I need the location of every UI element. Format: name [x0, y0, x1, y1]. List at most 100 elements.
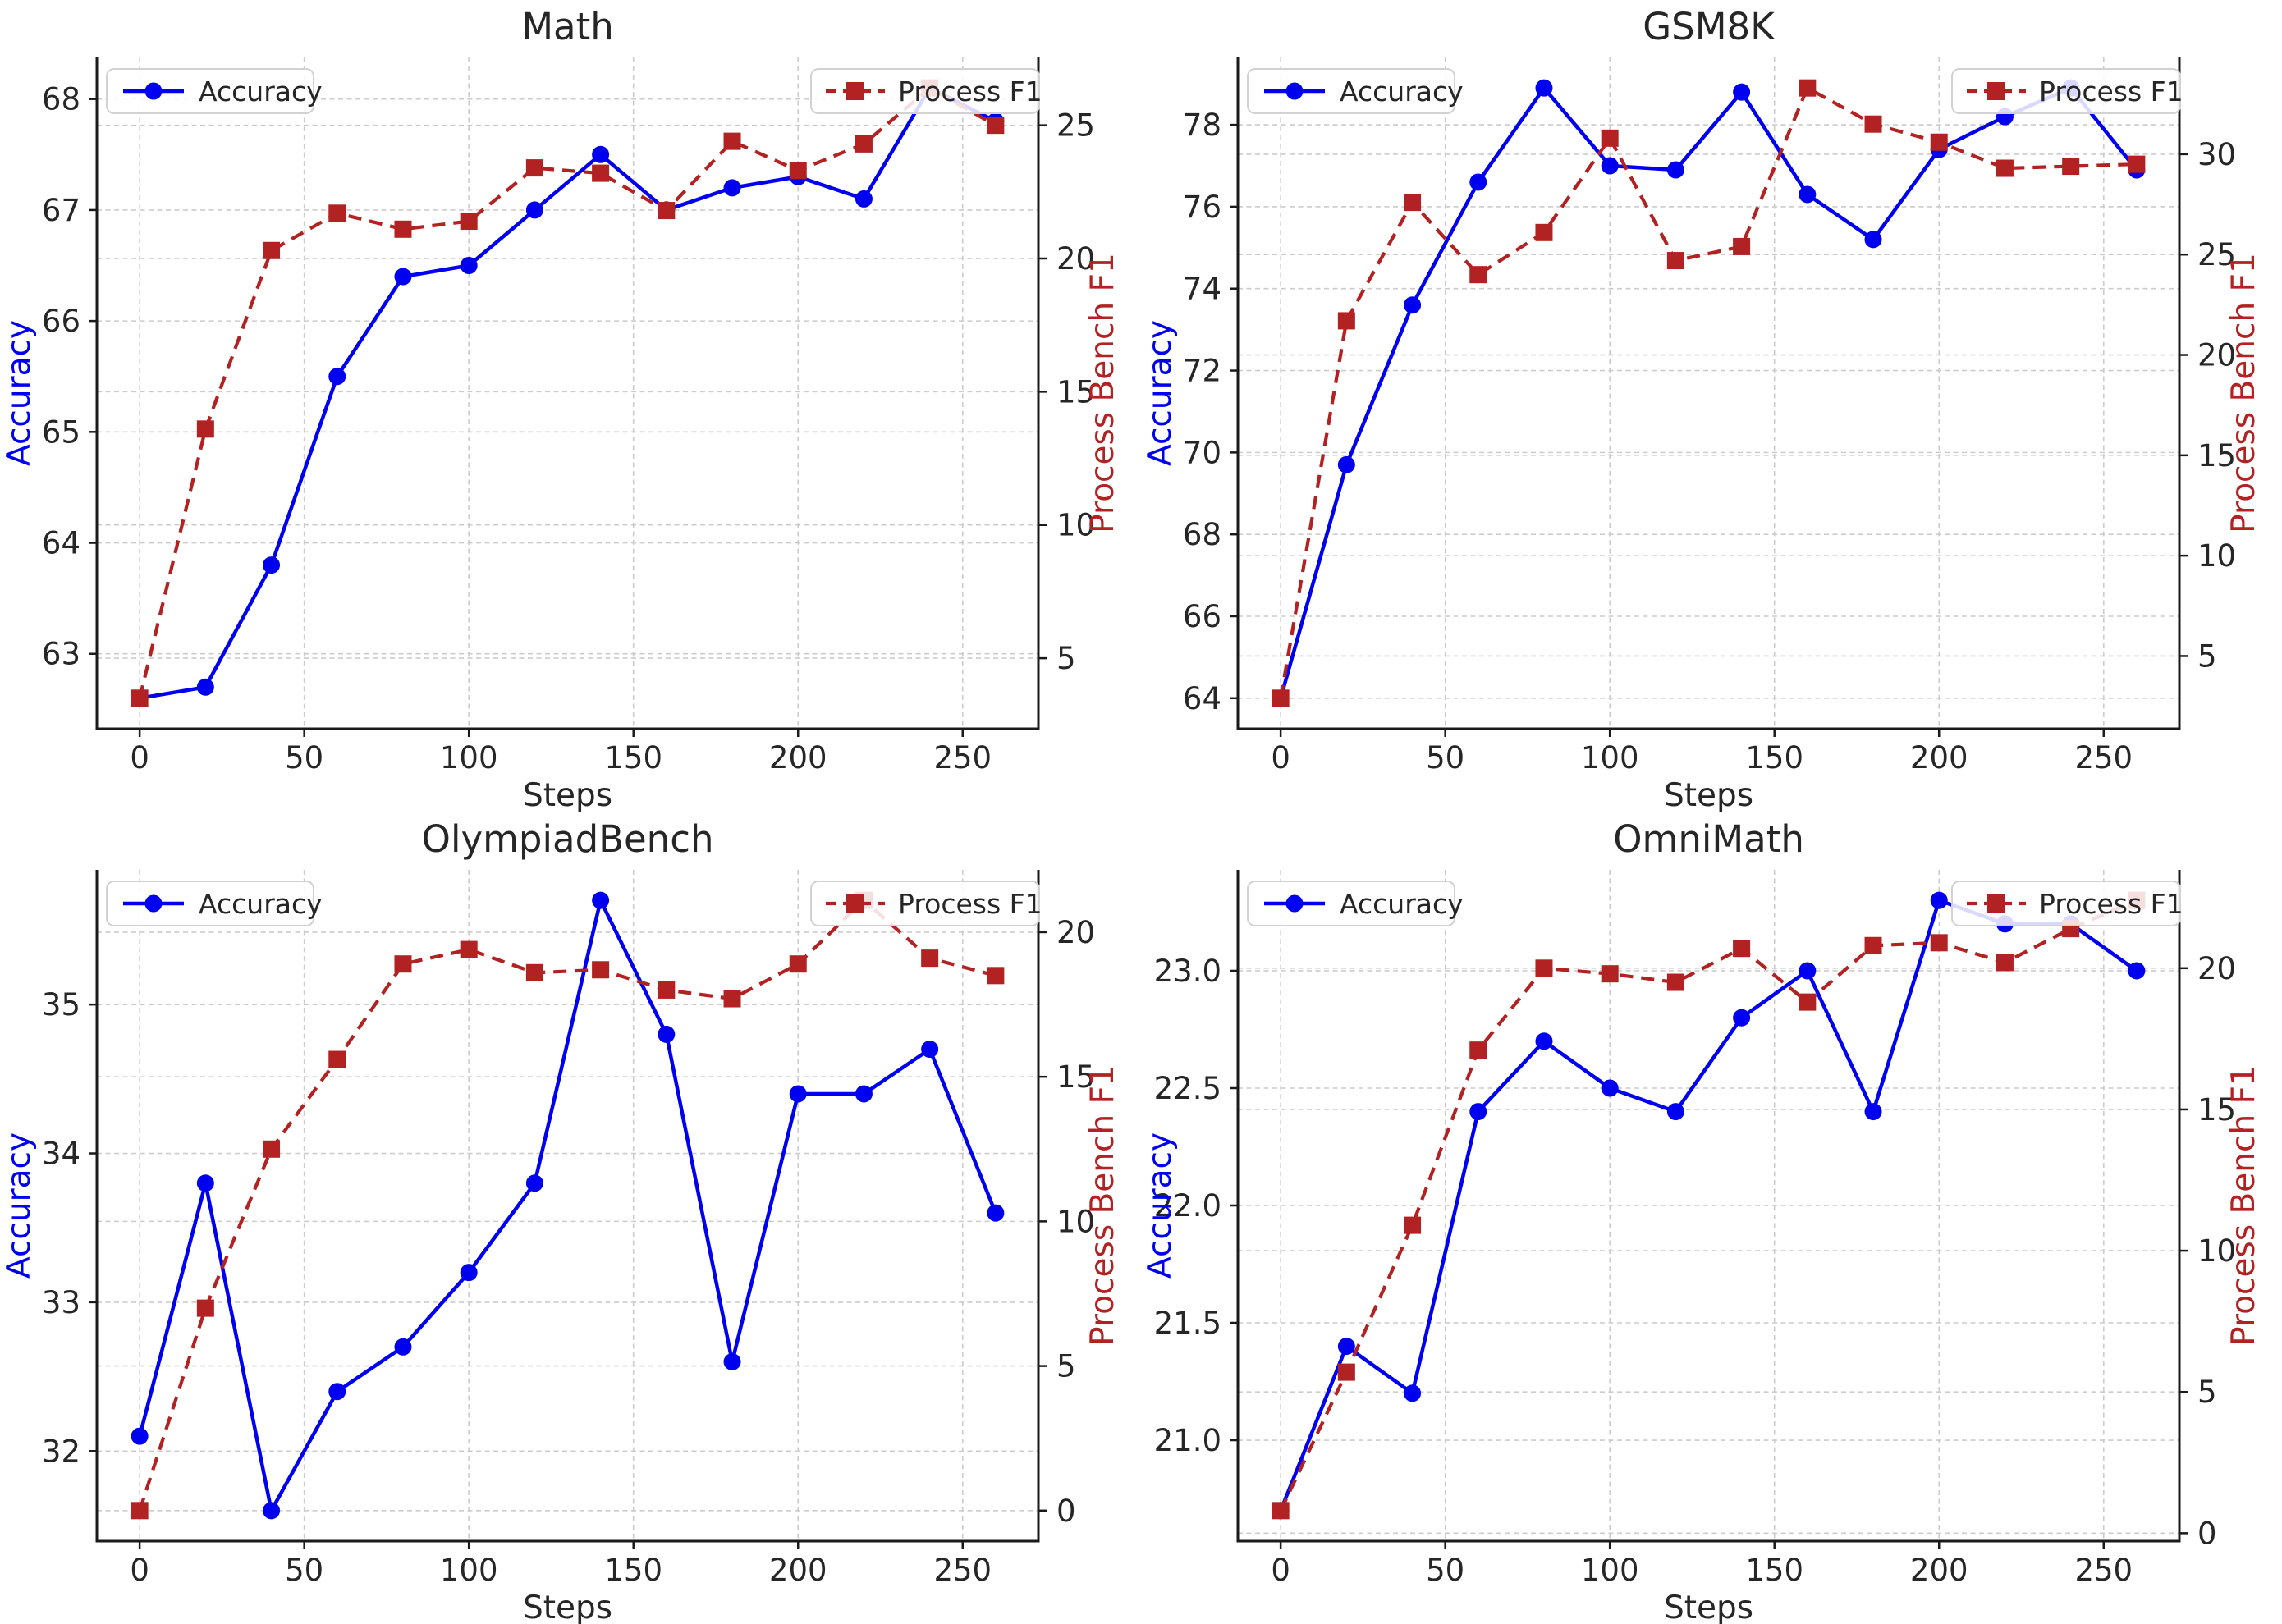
- right-tick-label: 25: [2197, 237, 2236, 272]
- left-tick-label: 68: [1183, 517, 1221, 552]
- left-tick-label: 33: [42, 1285, 80, 1320]
- process-f1-line: [1279, 86, 2137, 699]
- gridlines: [97, 870, 1038, 1541]
- x-tick-label: 200: [1910, 1553, 1968, 1588]
- tick-marks: [1230, 967, 2188, 1549]
- legend-process-f1: Process F1: [1951, 881, 2183, 926]
- chart-math: 0 50 100 150 200 250 63 64 65 66 67 68 5 10 15 20 25 Math…: [0, 0, 1141, 812]
- x-tick-label: 0: [1271, 740, 1290, 775]
- chart-olympiadbench: 0 50 100 150 200 250 32 33 34 35 0 5 10 15 20 OlympiadB…: [0, 812, 1141, 1624]
- right-tick-label: 10: [2197, 538, 2236, 574]
- left-tick-label: 23.0: [1154, 954, 1221, 989]
- right-tick-label: 0: [1056, 1494, 1076, 1529]
- x-tick-label: 150: [604, 1553, 662, 1588]
- right-tick-label: 15: [1056, 374, 1095, 409]
- x-tick-label: 250: [2074, 740, 2133, 775]
- tick-marks: [89, 98, 1047, 737]
- right-tick-label: 20: [1056, 915, 1095, 950]
- process-f1-markers: [131, 79, 1005, 707]
- gridlines: [1238, 57, 2179, 729]
- x-tick-label: 100: [1581, 740, 1639, 775]
- left-tick-label: 22.5: [1154, 1071, 1221, 1106]
- spines: [95, 57, 1040, 730]
- right-tick-label: 20: [2197, 951, 2236, 986]
- legend-process-f1-sample-marker: [1987, 894, 2005, 913]
- process-f1-series-math: [131, 79, 1005, 707]
- spines: [95, 870, 1040, 1543]
- tick-marks: [1230, 123, 2188, 737]
- legend-accuracy-sample-marker: [1285, 894, 1304, 913]
- x-tick-label: 50: [1426, 740, 1464, 775]
- left-axis-label: Accuracy: [1, 1132, 38, 1279]
- gridlines: [97, 57, 1038, 729]
- right-tick-label: 10: [1056, 1204, 1095, 1239]
- x-tick-label: 100: [1581, 1553, 1639, 1588]
- accuracy-line: [1278, 85, 2138, 699]
- x-tick-label: 50: [1426, 1553, 1464, 1588]
- tick-labels: 0 50 100 150 200 250 63 64 65 66 67 68 5 10 15 20 25: [42, 82, 1095, 775]
- chart-title: GSM8K: [1643, 5, 1776, 48]
- legend-process-f1: Process F1: [810, 881, 1042, 926]
- right-tick-label: 10: [1056, 508, 1095, 543]
- left-tick-label: 21.0: [1154, 1423, 1221, 1458]
- chart-title: OmniMath: [1613, 817, 1804, 861]
- x-tick-label: 150: [604, 740, 662, 775]
- process-f1-line: [138, 86, 997, 699]
- right-tick-label: 5: [1056, 641, 1076, 676]
- right-tick-label: 0: [2197, 1516, 2217, 1551]
- legend-accuracy-label: Accuracy: [199, 75, 323, 108]
- x-tick-label: 250: [2074, 1553, 2133, 1588]
- legend-accuracy-label: Accuracy: [199, 888, 323, 920]
- right-tick-label: 10: [2197, 1233, 2236, 1269]
- x-axis-label: Steps: [523, 777, 612, 812]
- chart-cell-gsm8k: 0 50 100 150 200 250 64 66 68 70 72 74 76 78 5 10 15 20 25…: [1141, 0, 2282, 812]
- legend-accuracy-sample-marker: [144, 894, 163, 913]
- left-tick-label: 67: [42, 193, 80, 228]
- legend-process-f1-label: Process F1: [2039, 888, 2183, 920]
- chart-cell-olympiadbench: 0 50 100 150 200 250 32 33 34 35 0 5 10 15 20 OlympiadB…: [0, 812, 1141, 1624]
- legend-process-f1-sample-marker: [846, 82, 864, 100]
- chart-omnimath: 0 50 100 150 200 250 21.0 21.5 22.0 22.5 23.0 0 5 10 1…: [1141, 812, 2282, 1624]
- legend-process-f1-sample-marker: [846, 894, 864, 913]
- legend-accuracy: Accuracy: [1247, 881, 1464, 926]
- x-tick-label: 0: [130, 740, 149, 775]
- right-axis-label: Process Bench F1: [1084, 1065, 1121, 1346]
- left-tick-label: 21.5: [1154, 1306, 1221, 1341]
- x-tick-label: 50: [285, 740, 323, 775]
- chart-title: OlympiadBench: [422, 817, 714, 861]
- tick-labels: 0 50 100 150 200 250 21.0 21.5 22.0 22.5 23.0 0 5 10 1…: [1154, 951, 2236, 1588]
- chart-gsm8k: 0 50 100 150 200 250 64 66 68 70 72 74 76 78 5 10 15 20 25…: [1141, 0, 2282, 812]
- right-tick-label: 15: [2197, 438, 2236, 473]
- chart-title: Math: [521, 5, 614, 48]
- left-tick-label: 72: [1183, 354, 1221, 389]
- right-tick-label: 5: [1056, 1349, 1076, 1384]
- left-tick-label: 70: [1183, 435, 1221, 470]
- left-tick-label: 66: [42, 304, 80, 339]
- x-axis-label: Steps: [1664, 777, 1753, 812]
- chart-cell-omnimath: 0 50 100 150 200 250 21.0 21.5 22.0 22.5 23.0 0 5 10 1…: [1141, 812, 2282, 1624]
- right-tick-label: 15: [1056, 1059, 1095, 1095]
- right-axis-label: Process Bench F1: [2225, 253, 2262, 533]
- x-axis-label: Steps: [523, 1590, 612, 1624]
- right-tick-label: 20: [1056, 241, 1095, 277]
- x-tick-label: 250: [933, 740, 992, 775]
- x-tick-label: 250: [933, 1553, 992, 1588]
- left-axis-label: Accuracy: [1142, 1132, 1179, 1279]
- left-tick-label: 35: [42, 987, 80, 1022]
- x-tick-label: 100: [440, 740, 498, 775]
- legend-process-f1-label: Process F1: [2039, 75, 2183, 108]
- left-tick-label: 32: [42, 1434, 80, 1469]
- accuracy-line: [137, 898, 997, 1513]
- right-axis-label: Process Bench F1: [2225, 1065, 2262, 1346]
- legend-accuracy: Accuracy: [106, 881, 323, 926]
- legend-accuracy: Accuracy: [1247, 68, 1464, 114]
- x-tick-label: 200: [769, 740, 827, 775]
- legend-process-f1-label: Process F1: [898, 888, 1042, 920]
- gridlines: [1238, 870, 2179, 1541]
- legend-accuracy-label: Accuracy: [1340, 888, 1464, 920]
- left-tick-label: 63: [42, 637, 80, 672]
- x-tick-label: 0: [130, 1553, 149, 1588]
- legend-accuracy-sample-marker: [1285, 82, 1304, 100]
- legend-accuracy-label: Accuracy: [1340, 75, 1464, 108]
